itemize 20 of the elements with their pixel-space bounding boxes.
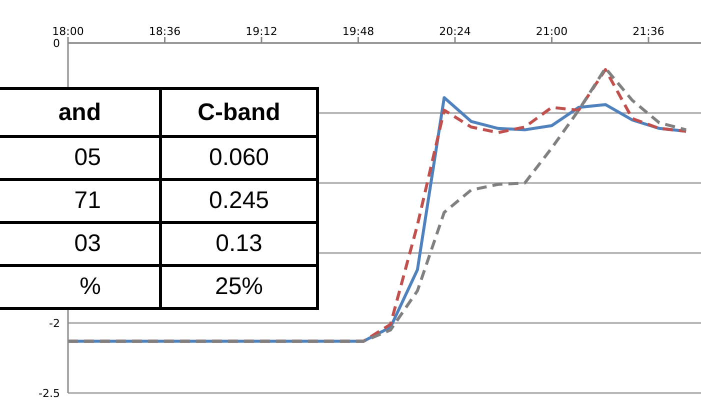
annotation: 05: [0, 136, 160, 180]
y-tick-label: 0: [53, 36, 60, 50]
x-tick-label: 19:12: [246, 25, 278, 38]
x-tick-label: 18:00: [52, 25, 84, 38]
y-tick-label: -2.5: [38, 386, 60, 400]
annotation: 25%: [160, 266, 318, 308]
annotation: 0.13: [160, 222, 318, 266]
x-tick-label: 20:24: [439, 25, 471, 38]
annotation: 0.245: [160, 180, 318, 222]
annotation: 71: [0, 180, 160, 222]
y-tick-label: -2: [49, 316, 60, 330]
annotation: 0.060: [160, 136, 318, 180]
x-tick-label: 19:48: [342, 25, 374, 38]
annotation: %: [0, 266, 160, 308]
annotation: and: [0, 88, 160, 136]
x-tick-label: 21:00: [536, 25, 568, 38]
x-tick-label: 21:36: [632, 25, 664, 38]
x-tick-label: 18:36: [148, 25, 181, 38]
annotation: C-band: [160, 88, 318, 136]
annotation: 03: [0, 222, 160, 266]
